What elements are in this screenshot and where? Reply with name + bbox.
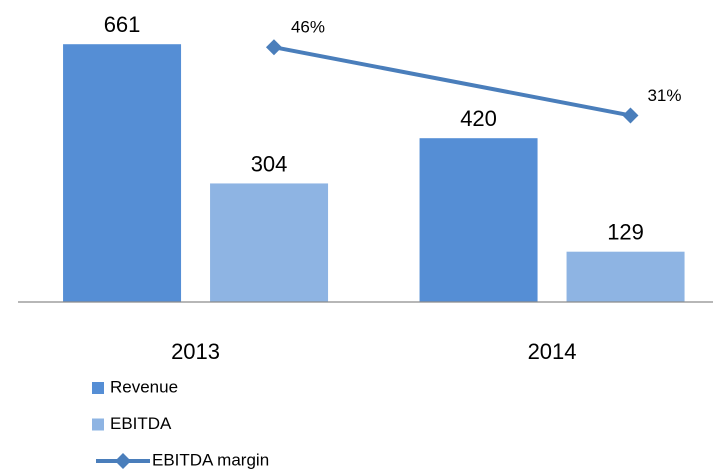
data-label: 129: [607, 220, 644, 245]
line: [273, 45, 631, 118]
legend-swatch: [92, 418, 104, 431]
legend-label: EBITDA: [110, 414, 172, 433]
x-tick-label: 2014: [528, 339, 577, 364]
legend-marker: [115, 453, 131, 469]
x-tick-label: 2013: [171, 339, 220, 364]
legend-swatch: [92, 382, 104, 394]
data-label: 46%: [291, 18, 325, 37]
marker: [265, 39, 282, 56]
legend-label: EBITDA margin: [152, 450, 269, 469]
legend-label: Revenue: [110, 377, 178, 396]
marker: [622, 107, 639, 124]
bar: [63, 44, 182, 303]
data-label: 420: [460, 106, 497, 131]
bar: [566, 251, 685, 302]
bar: [419, 138, 538, 302]
data-label: 661: [104, 12, 141, 37]
data-label: 31%: [647, 86, 681, 105]
bar: [210, 183, 329, 302]
data-label: 304: [251, 151, 288, 176]
